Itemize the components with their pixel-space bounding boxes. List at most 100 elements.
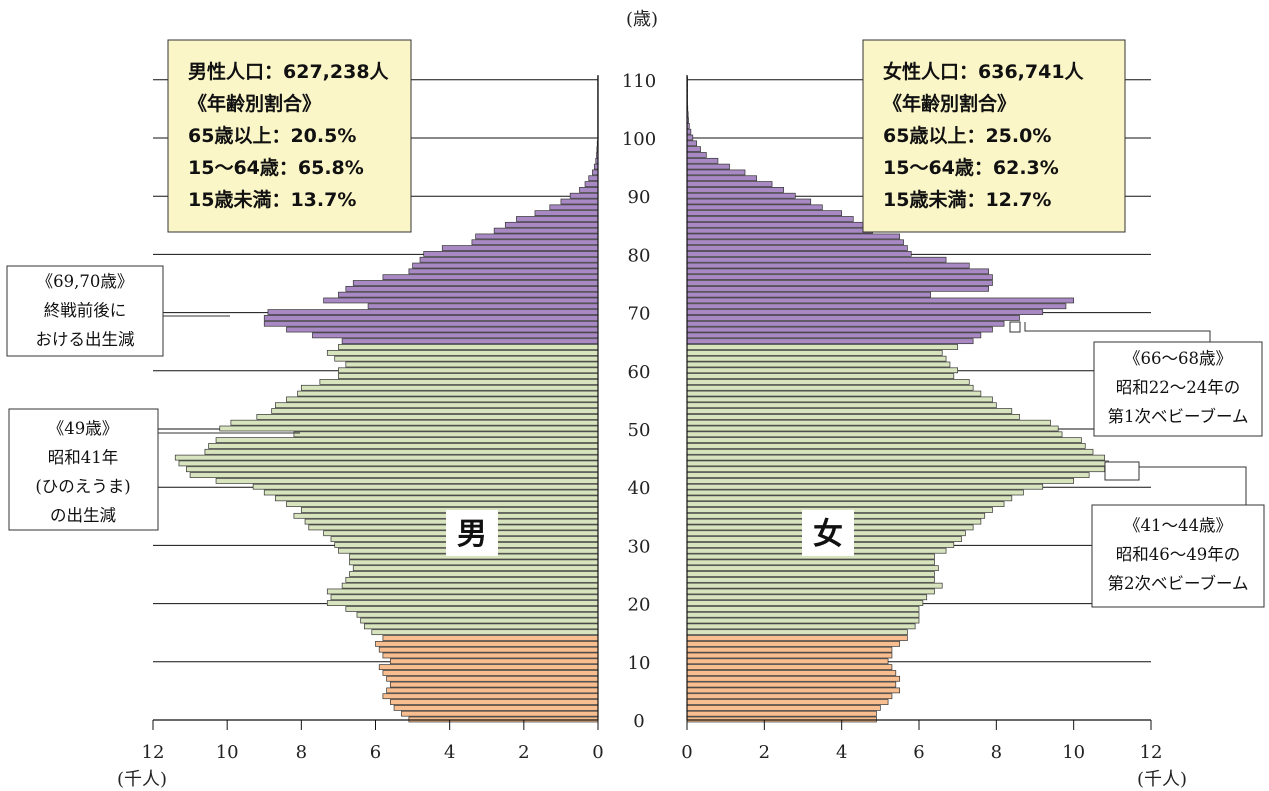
female-bar — [686, 402, 997, 409]
female-bar — [686, 414, 1020, 420]
female-x-unit-label: (千人) — [1137, 769, 1187, 790]
female-x-tick-label: 10 — [1062, 742, 1085, 763]
female-total-population: 女性人口：636,741人 — [883, 60, 1085, 83]
female-bar — [686, 693, 893, 700]
female-bar — [686, 454, 1105, 461]
female-bar — [686, 175, 757, 182]
annotation-age-66-68-line3: 第1次ベビーブーム — [1107, 406, 1248, 426]
male-bar — [364, 623, 599, 630]
female-bar — [686, 157, 719, 164]
male-bar — [286, 501, 599, 508]
male-bar — [334, 355, 599, 362]
female-bar — [686, 332, 982, 339]
female-bar — [686, 594, 928, 601]
male-bar — [263, 489, 599, 496]
male-bar — [419, 256, 599, 263]
annotation-age-49-line2: 昭和41年 — [48, 448, 119, 467]
male-bar — [208, 443, 599, 449]
female-bar — [686, 419, 1051, 426]
female-bar — [686, 303, 1067, 310]
male-total-population: 男性人口：627,238人 — [188, 60, 390, 83]
male-label: 男 — [457, 517, 487, 552]
female-bar — [686, 379, 970, 385]
male-bar — [341, 582, 599, 589]
annotation-age-41-44-leader — [1139, 466, 1247, 505]
female-bar — [686, 227, 873, 234]
annotation-age-41-44-marker — [1104, 461, 1140, 481]
female-label-bg — [802, 510, 854, 556]
female-bar — [686, 152, 707, 158]
male-bar — [263, 320, 599, 327]
male-bar — [345, 576, 599, 583]
male-bar — [592, 169, 599, 176]
female-ratio-under-15: 15歳未満：12.7% — [883, 188, 1051, 211]
age-tick-label: 90 — [628, 187, 651, 208]
male-bar — [204, 448, 599, 455]
male-bar — [256, 414, 599, 420]
female-bar — [686, 640, 901, 647]
male-bar — [323, 297, 599, 304]
male-bar — [338, 367, 599, 374]
female-age-ratio-heading: 《年齢別割合》 — [883, 92, 1016, 115]
male-bar — [382, 670, 599, 676]
female-bar — [686, 291, 931, 298]
female-bar — [686, 274, 993, 281]
male-bar — [286, 326, 599, 333]
female-bar — [686, 384, 974, 391]
female-ratio-15-64: 15〜64歳：62.3% — [883, 157, 1059, 179]
female-x-tick-label: 12 — [1140, 742, 1163, 763]
female-bar — [686, 181, 773, 187]
male-bar — [389, 699, 599, 705]
male-bar — [367, 303, 599, 310]
female-bar — [686, 501, 1005, 508]
age-tick-label: 20 — [628, 595, 651, 616]
male-bar — [263, 315, 599, 321]
female-bar — [686, 373, 955, 379]
male-bar — [338, 344, 599, 350]
female-ratio-65-plus: 65歳以上：25.0% — [883, 125, 1051, 147]
male-bar — [569, 192, 599, 199]
female-bar — [686, 268, 989, 275]
age-tick-label: 40 — [628, 478, 651, 499]
annotation-age-69-70-line2: 終戦前後に — [44, 301, 127, 320]
annotation-age-49-line3: (ひのえうま) — [35, 477, 130, 496]
annotation-age-66-68: 《66〜68歳》 昭和22〜24年の 第1次ベビーブーム — [1009, 321, 1263, 437]
male-ratio-15-64: 15〜64歳：65.8% — [188, 157, 364, 179]
female-bar — [686, 134, 694, 141]
female-info-box: 女性人口：636,741人 《年齢別割合》 65歳以上：25.0% 15〜64歳… — [862, 39, 1126, 233]
female-bar — [686, 483, 1044, 490]
male-bar — [338, 291, 599, 298]
annotation-age-41-44: 《41〜44歳》 昭和46〜49年の 第2次ベビーブーム — [1091, 461, 1265, 608]
annotation-age-69-70-line3: おける出生減 — [36, 330, 136, 349]
female-bar — [686, 210, 843, 217]
female-bar — [686, 559, 935, 566]
female-bar — [686, 262, 970, 269]
male-bar — [579, 187, 599, 193]
male-x-tick-label: 2 — [518, 742, 529, 763]
male-info-box: 男性人口：627,238人 《年齢別割合》 65歳以上：20.5% 15〜64歳… — [167, 39, 412, 233]
female-bar — [686, 326, 993, 333]
annotation-age-41-44-line2: 昭和46〜49年の — [1116, 545, 1241, 564]
male-bar — [349, 559, 599, 566]
male-bar — [371, 629, 599, 636]
male-bar — [293, 431, 599, 438]
female-bar — [686, 460, 1109, 467]
female-bar — [686, 146, 701, 152]
male-label-bg — [446, 510, 498, 556]
male-bar — [375, 640, 599, 647]
male-bar — [360, 617, 599, 624]
male-x-tick-label: 4 — [444, 742, 455, 763]
male-bar — [534, 210, 599, 217]
female-bar — [686, 658, 889, 665]
female-bar — [686, 344, 959, 350]
male-bar — [549, 204, 599, 211]
female-bar — [686, 646, 893, 653]
female-bar — [686, 221, 866, 228]
female-bar — [686, 478, 1075, 484]
female-bar — [686, 297, 1075, 304]
annotation-age-41-44-line3: 第2次ベビーブーム — [1107, 573, 1248, 593]
female-bar — [686, 489, 1024, 496]
female-bar — [686, 280, 993, 286]
male-bar — [215, 437, 599, 443]
female-bar — [686, 443, 1086, 449]
